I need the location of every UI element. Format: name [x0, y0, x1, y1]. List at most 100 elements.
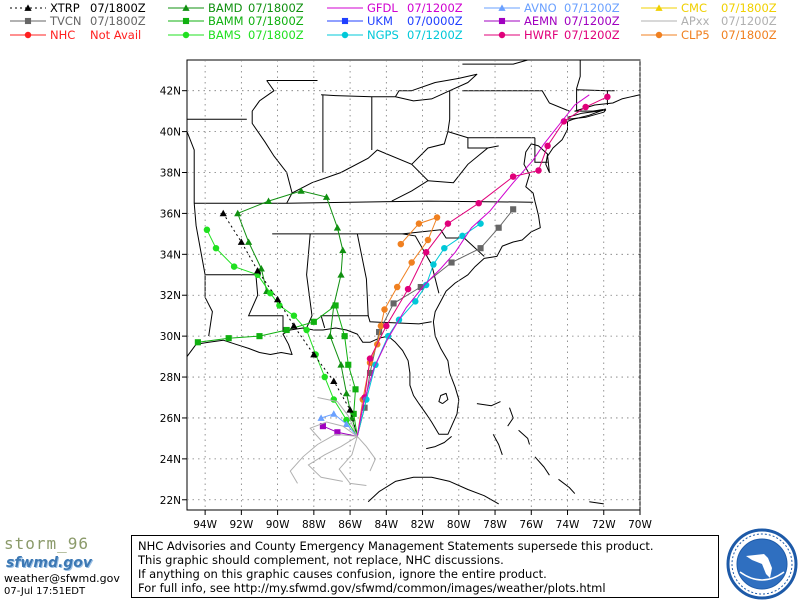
track-point-hwrf	[383, 322, 390, 330]
track-bamd	[237, 190, 358, 437]
model-legend: XTRP 07/1800Z TVCN 07/1800Z NHC Not Avail BAMD…	[10, 1, 777, 42]
lat-tick-label: 32N	[160, 290, 181, 302]
track-point-hwrf	[535, 167, 542, 174]
legend-model-time: 07/1800Z	[248, 14, 304, 28]
track-point-bamd	[333, 224, 341, 231]
track-point-tvcn	[390, 300, 397, 307]
legend-marker-triangle	[24, 4, 32, 11]
bahamas	[492, 434, 503, 455]
track-point-bamd	[322, 193, 331, 200]
legend-model-name: AVNO	[524, 1, 557, 15]
legend-marker-square	[24, 17, 32, 25]
florida-keys	[426, 436, 452, 450]
track-point-tvcn	[376, 328, 383, 336]
state-border	[427, 145, 499, 184]
track-point-bamm	[352, 386, 359, 393]
storm-name: storm_96	[4, 534, 90, 553]
track-point-bamd	[326, 332, 334, 340]
legend-model-name: NHC	[50, 28, 75, 42]
long-island	[567, 109, 607, 120]
track-point-ngps	[430, 261, 437, 268]
track-point-xtrp	[310, 350, 318, 358]
disclaimer-line: For full info, see http://my.sfwmd.gov/s…	[138, 581, 606, 595]
legend-model-time: 07/1800Z	[721, 28, 777, 42]
legend-marker-circle	[655, 31, 663, 39]
legend-model-time: 07/0000Z	[407, 14, 463, 28]
lon-tick-label: 72W	[592, 519, 616, 531]
legend-model-time: 07/1200Z	[407, 28, 463, 42]
state-border	[534, 137, 548, 163]
track-apxx	[289, 433, 358, 484]
track-point-clp5	[424, 236, 432, 244]
legend-model-name: APxx	[681, 14, 710, 28]
track-point-clp5	[397, 240, 405, 248]
track-point-clp5	[408, 259, 415, 266]
track-point-avno	[317, 414, 325, 421]
lake-ontario	[462, 59, 532, 65]
bahamas	[534, 456, 550, 476]
legend-marker-square	[182, 17, 190, 25]
legend-model-name: AEMN	[524, 14, 558, 28]
track-point-tvcn	[366, 369, 374, 377]
track-point-ngps	[477, 220, 484, 227]
legend-model-time: 07/1800Z	[248, 1, 304, 15]
state-border	[247, 274, 284, 332]
lat-tick-label: 22N	[160, 495, 181, 507]
track-point-aemn	[334, 429, 341, 436]
lon-tick-label: 76W	[519, 519, 543, 531]
track-point-bams	[203, 226, 211, 234]
track-point-bamd	[339, 246, 347, 254]
track-hwrf	[356, 96, 608, 437]
track-xtrp	[222, 213, 358, 437]
track-point-bamm	[283, 326, 290, 334]
legend-model-time: 07/1200Z	[721, 14, 777, 28]
legend-model-time: 07/1200Z	[564, 14, 620, 28]
legend-model-time: 07/1200Z	[564, 1, 620, 15]
bahamas	[589, 501, 604, 505]
bahamas	[507, 407, 514, 427]
track-point-bamm	[194, 339, 201, 346]
track-point-bams	[276, 302, 283, 309]
lon-tick-label: 82W	[411, 519, 435, 531]
lake-okeechobee	[438, 392, 449, 405]
track-point-bams	[290, 312, 298, 319]
legend-model-name: CMC	[681, 1, 707, 15]
legend-model-time: Not Avail	[90, 28, 141, 42]
track-point-bams	[343, 416, 350, 424]
lon-tick-label: 84W	[374, 519, 398, 531]
legend-marker-circle	[24, 31, 32, 39]
track-point-hwrf	[509, 173, 517, 180]
track-point-ngps	[459, 232, 466, 240]
track-point-bams	[212, 244, 220, 252]
lon-tick-label: 90W	[266, 519, 290, 531]
track-apxx	[307, 435, 358, 482]
forecast-tracks	[194, 93, 611, 486]
legend-model-name: BAMS	[208, 28, 241, 42]
track-point-tvcn	[448, 259, 455, 266]
track-point-bamm	[310, 318, 317, 325]
lat-tick-label: 30N	[160, 331, 181, 343]
track-point-hwrf	[444, 220, 452, 227]
track-point-aemn	[319, 423, 326, 430]
state-border	[367, 315, 432, 325]
lon-tick-label: 70W	[628, 519, 652, 531]
track-point-avno	[342, 420, 351, 427]
lon-tick-label: 94W	[193, 519, 217, 531]
lat-tick-label: 36N	[160, 208, 181, 220]
lon-tick-label: 78W	[483, 519, 507, 531]
track-point-bamd	[257, 265, 265, 272]
track-map: 22N 24N 26N 28N 30N 32N 34N 36N 38N 40N 42N 94W 92W 9…	[160, 59, 652, 531]
track-point-bams	[267, 289, 274, 297]
legend-model-name: XTRP	[50, 1, 80, 15]
disclaimer-line: This graphic should complement, not repl…	[138, 553, 504, 567]
state-border	[251, 80, 293, 194]
state-border	[462, 90, 570, 112]
track-gfdl	[356, 94, 590, 437]
track-apxx	[309, 421, 358, 441]
track-point-xtrp	[330, 377, 338, 385]
lat-tick-label: 24N	[160, 454, 181, 466]
track-point-bamm	[350, 410, 357, 417]
cuba-coast	[367, 476, 499, 505]
legend-model-time: 07/1800Z	[90, 1, 146, 15]
track-point-bamm	[341, 333, 348, 340]
